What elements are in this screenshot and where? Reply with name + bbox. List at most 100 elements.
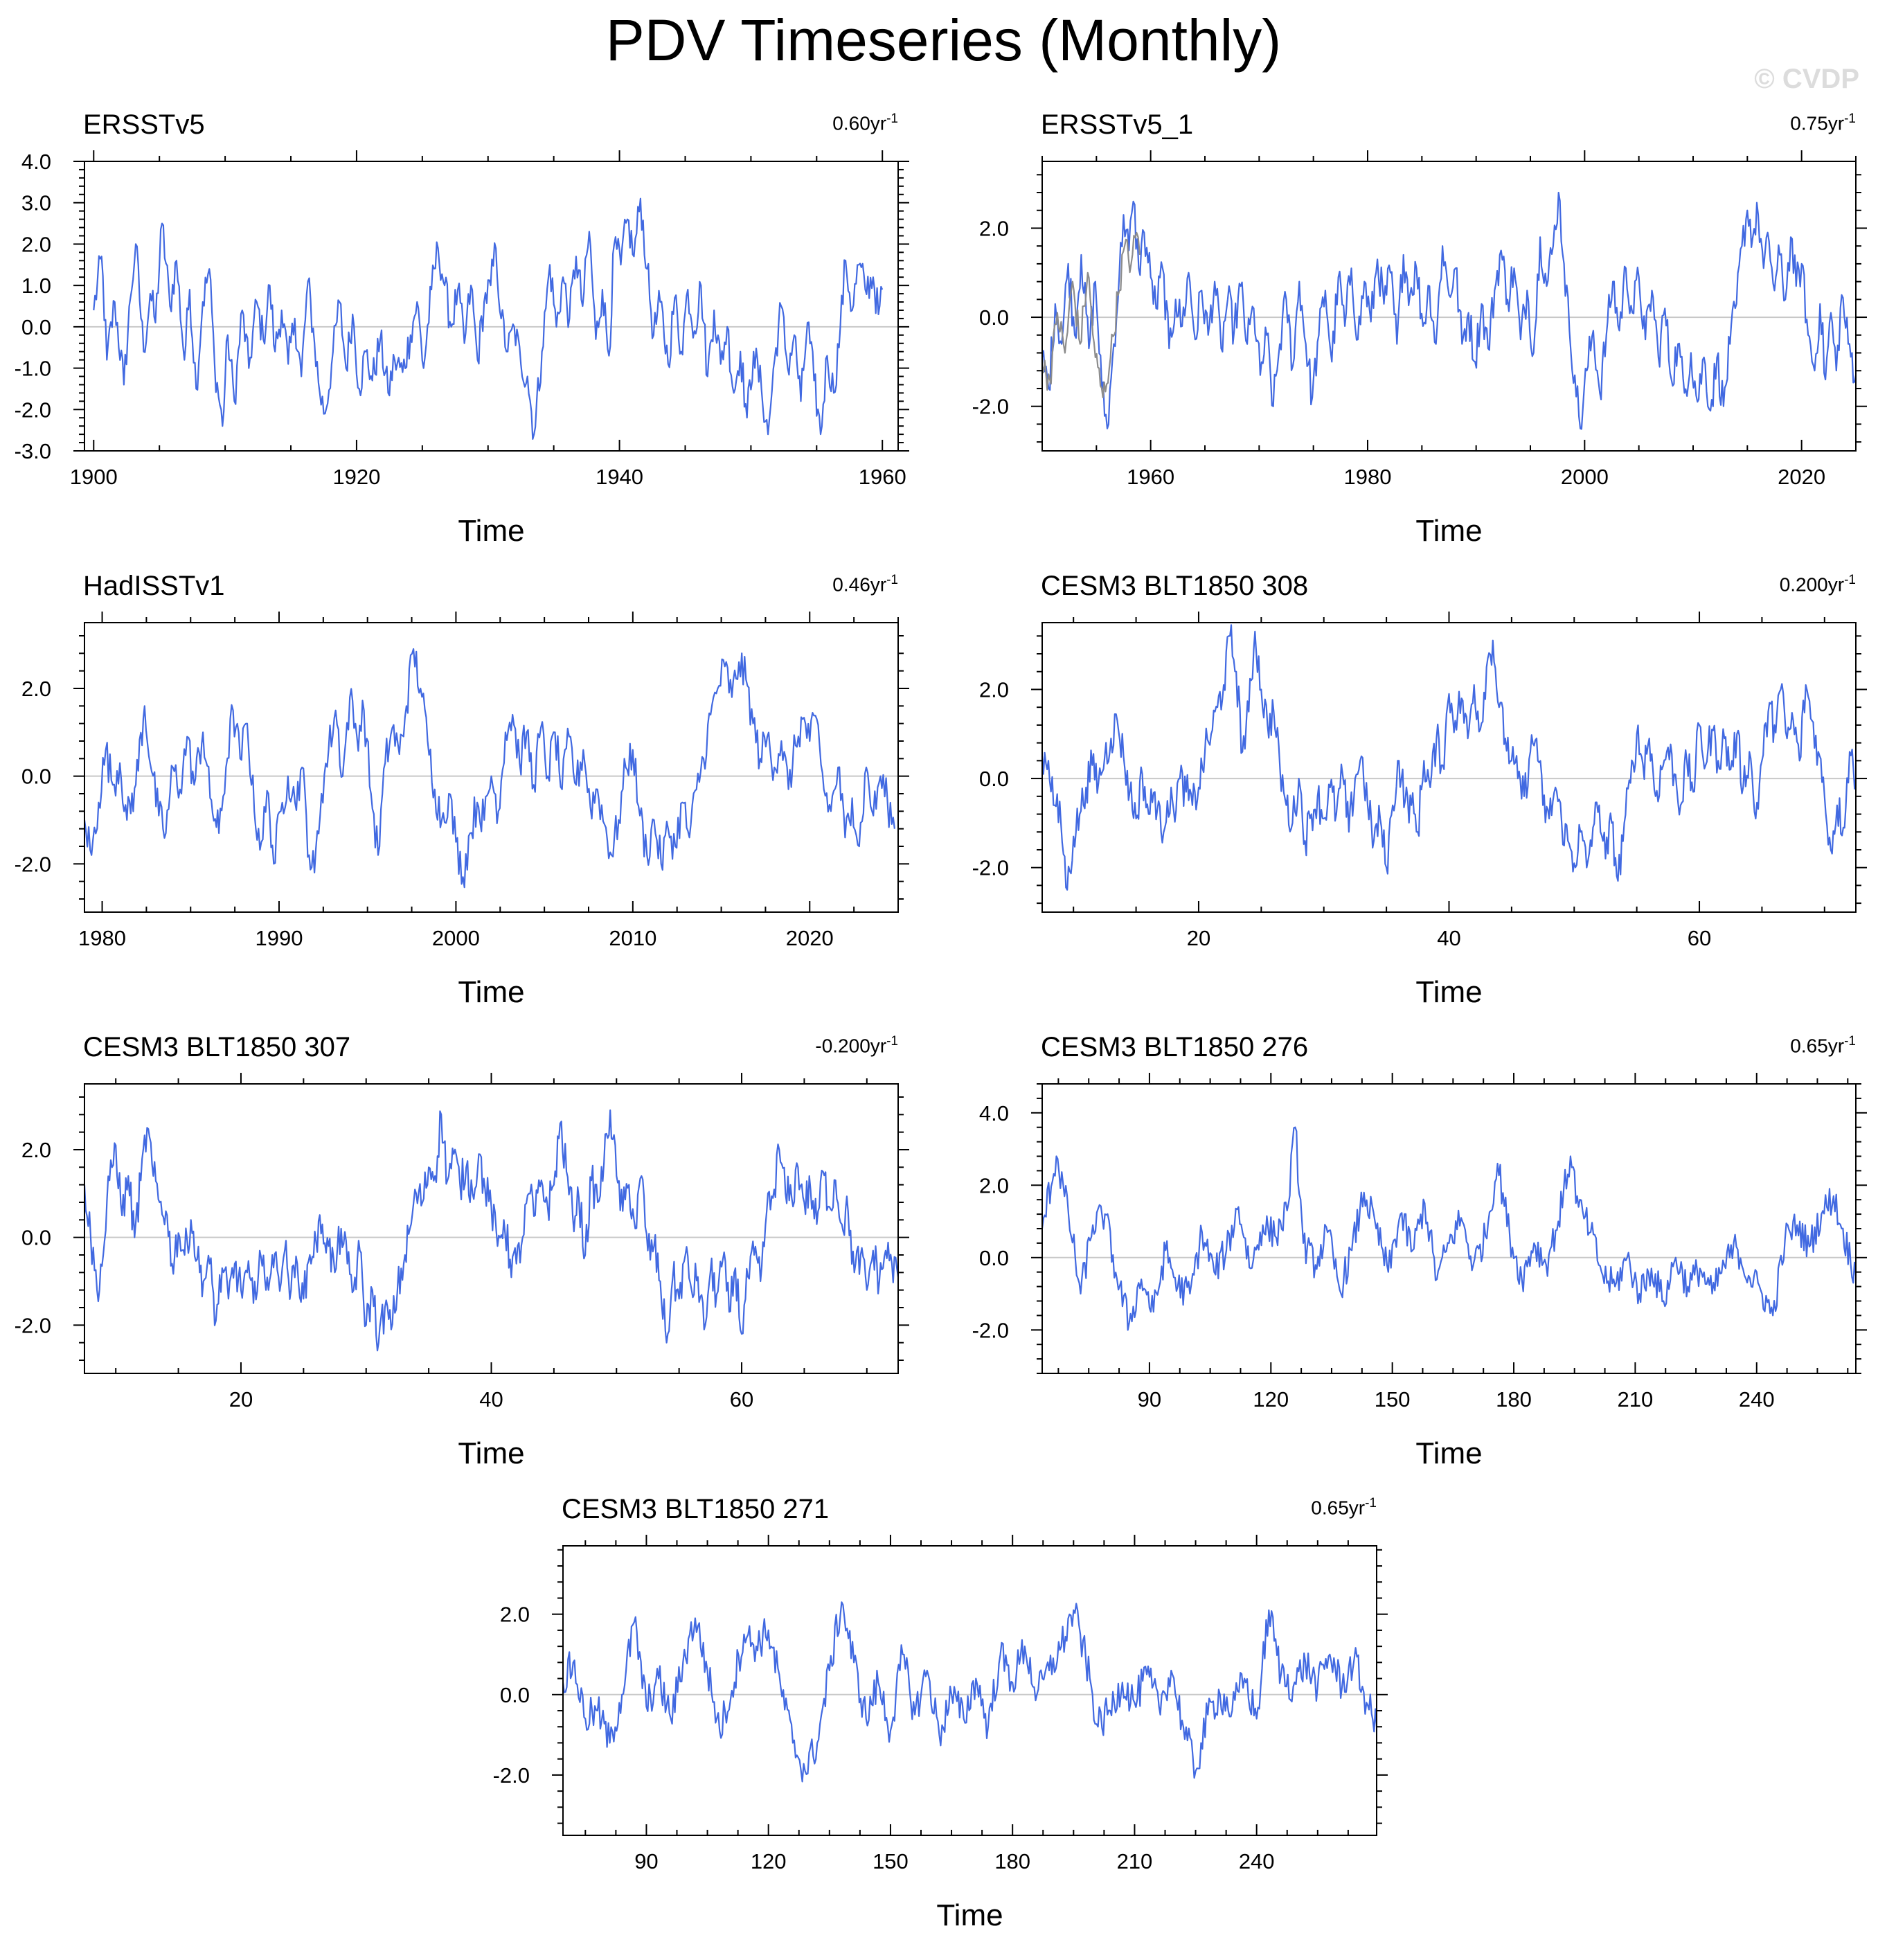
y-tick-label: 0.0 [21,765,51,789]
series-line-pdv [83,1109,900,1352]
panel-title: CESM3 BLT1850 308 [1041,571,1309,601]
x-tick-label: 120 [1253,1387,1289,1411]
y-tick-label: 0.0 [979,1246,1009,1270]
panel-title: HadISSTv1 [83,571,225,601]
panel-cesm3-blt1850-271: 90 120 150 180 210 240 -2.0 0.0 2.0 Time [493,1535,1388,1932]
trend-exponent: -1 [1844,112,1856,126]
trend-value: 0.60yr [832,112,887,134]
series-line-pdv-alt- [1041,231,1141,398]
x-tick-label: 60 [730,1387,753,1411]
plot-frame [1041,622,1857,913]
trend-value: -0.200yr [815,1035,887,1057]
panel-title: ERSSTv5 [83,109,205,140]
y-tick-label: -1.0 [15,357,51,381]
x-tick-label: 90 [1138,1387,1161,1411]
panel-cesm3-blt1850-308: 20 40 60 -2.0 0.0 2.0 Time [972,612,1867,1009]
x-axis-label: Time [1415,1436,1482,1470]
x-tick-label: 210 [1117,1849,1153,1873]
x-tick-label: 40 [1437,926,1460,950]
y-tick-label: -2.0 [972,1318,1009,1342]
x-tick-label: 240 [1239,1849,1275,1873]
y-tick-label: 2.0 [979,1173,1009,1197]
panel-trend-label: 0.65yr-1 [1311,1496,1377,1519]
trend-exponent: -1 [886,573,898,587]
series-line-pdv [1041,624,1857,891]
y-tick-label: -2.0 [493,1763,530,1788]
trend-exponent: -1 [1365,1496,1377,1511]
y-tick-label: -2.0 [972,395,1009,419]
y-tick-label: 4.0 [21,150,51,174]
plot-frame [1041,1083,1857,1374]
y-tick-label: 2.0 [21,677,51,701]
x-tick-label: 1920 [332,465,380,489]
panel-cesm3-blt1850-276: 90 120 150 180 210 240 -2.0 0.0 2.0 4.0 Time [972,1073,1867,1470]
panel-trend-label: -0.200yr-1 [815,1034,898,1057]
panel-ersstv5-1: 1960 1980 2000 2020 -2.0 0.0 2.0 Time [972,150,1867,548]
x-tick-label: 1960 [859,465,906,489]
y-tick-label: 2.0 [21,232,51,256]
x-tick-label: 150 [1375,1387,1411,1411]
series-line-pdv [1041,191,1857,430]
y-tick-label: 2.0 [21,1138,51,1162]
panel-cesm3-blt1850-307: 20 40 60 -2.0 0.0 2.0 Time [15,1073,909,1470]
y-tick-label: -2.0 [15,852,51,876]
x-tick-label: 60 [1688,926,1711,950]
y-tick-label: -2.0 [15,398,51,422]
x-tick-label: 1980 [78,926,126,950]
y-tick-label: 3.0 [21,191,51,215]
y-tick-label: 0.0 [500,1683,530,1707]
x-axis-label: Time [458,514,524,548]
x-tick-label: 2000 [1561,465,1609,489]
x-tick-label: 20 [229,1387,253,1411]
y-tick-label: 0.0 [979,305,1009,330]
x-tick-label: 180 [994,1849,1030,1873]
panel-trend-label: 0.65yr-1 [1790,1034,1856,1057]
trend-value: 0.65yr [1311,1497,1366,1519]
y-tick-label: 2.0 [500,1603,530,1627]
series-line-pdv [562,1601,1378,1783]
y-tick-label: -3.0 [15,439,51,463]
plot-frame [1041,161,1857,452]
panel-trend-label: 0.200yr-1 [1780,573,1856,596]
panel-trend-label: 0.46yr-1 [832,573,898,596]
y-tick-label: 4.0 [979,1101,1009,1125]
series-line-pdv [93,197,884,440]
y-tick-label: 0.0 [21,315,51,339]
y-tick-label: 0.0 [21,1226,51,1250]
y-tick-label: 1.0 [21,274,51,298]
x-tick-label: 20 [1187,926,1210,950]
panel-title: CESM3 BLT1850 271 [562,1494,830,1524]
x-axis-label: Time [936,1898,1003,1932]
trend-value: 0.46yr [832,573,887,596]
x-tick-label: 2010 [609,926,656,950]
y-tick-label: 2.0 [979,677,1009,702]
trend-exponent: -1 [886,1034,898,1049]
x-tick-label: 180 [1496,1387,1532,1411]
x-tick-label: 1940 [596,465,643,489]
watermark: © CVDP [1754,64,1859,94]
x-tick-label: 210 [1618,1387,1654,1411]
plot-frame [84,161,899,452]
x-axis-label: Time [1415,975,1482,1009]
x-tick-label: 150 [873,1849,909,1873]
x-axis-label: Time [458,975,524,1009]
x-tick-label: 2020 [786,926,834,950]
panel-trend-label: 0.75yr-1 [1790,112,1856,134]
trend-value: 0.65yr [1790,1035,1845,1057]
panel-trend-label: 0.60yr-1 [832,112,898,134]
plot-frame [84,622,899,913]
panel-title: CESM3 BLT1850 307 [83,1032,351,1062]
plot-frame [84,1083,899,1374]
series-line-pdv [83,648,895,889]
trend-exponent: -1 [1844,573,1856,587]
trend-exponent: -1 [886,112,898,126]
series-line-pdv [1041,1126,1857,1331]
x-tick-label: 2000 [432,926,480,950]
x-tick-label: 1900 [70,465,118,489]
x-tick-label: 240 [1739,1387,1775,1411]
x-axis-label: Time [458,1436,524,1470]
x-tick-label: 40 [479,1387,503,1411]
panel-title: CESM3 BLT1850 276 [1041,1032,1309,1062]
x-tick-label: 90 [634,1849,658,1873]
